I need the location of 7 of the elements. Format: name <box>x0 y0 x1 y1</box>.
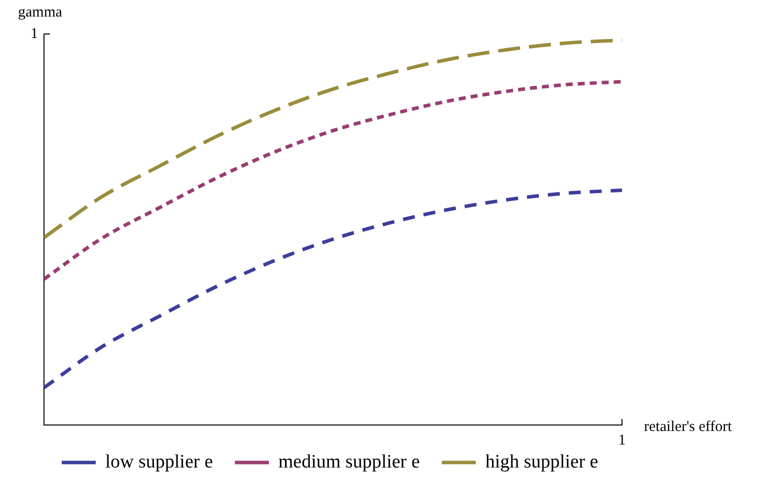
y-axis-title: gamma <box>18 4 62 20</box>
x-axis-title: retailer's effort <box>644 418 733 435</box>
legend-label: medium supplier e <box>278 451 420 472</box>
legend-label: low supplier e <box>105 451 213 472</box>
text: 1 <box>30 26 38 42</box>
text: 1 <box>618 432 626 448</box>
legend-label: high supplier e <box>485 451 598 472</box>
